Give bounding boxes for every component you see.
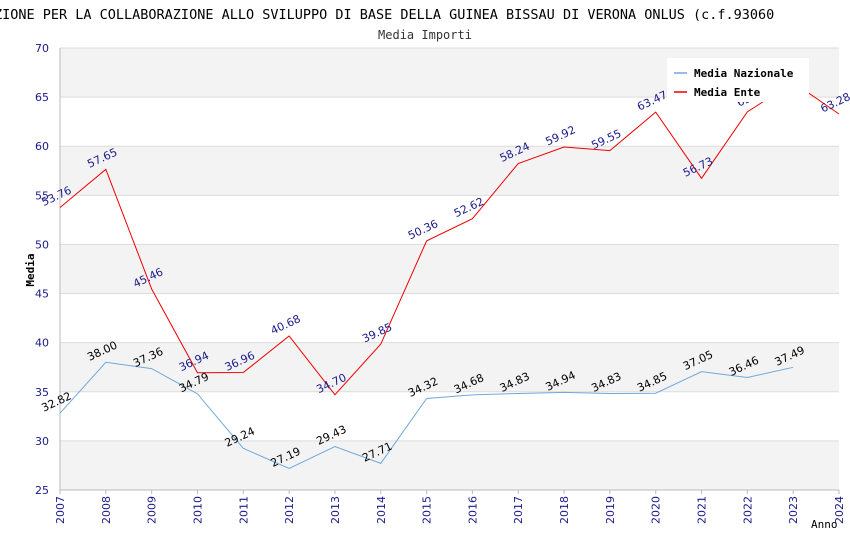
legend-box [667, 58, 809, 102]
x-tick-label: 2018 [558, 496, 571, 524]
x-tick-label: 2009 [146, 496, 159, 524]
x-tick-label: 2013 [329, 496, 342, 524]
chart-subtitle: Media Importi [378, 28, 472, 42]
series-line-media-nazionale [59, 361, 794, 470]
legend-entry-label: Media Ente [694, 86, 761, 99]
x-tick-label: 2007 [54, 496, 67, 524]
y-tick-label: 55 [35, 189, 49, 202]
grid-band [60, 244, 839, 294]
data-label: 53.76 [39, 184, 73, 209]
data-label: 50.36 [406, 217, 440, 242]
y-tick-label: 30 [35, 435, 49, 448]
x-tick-label: 2019 [604, 496, 617, 524]
grid-band [60, 342, 839, 392]
x-tick-label: 2023 [787, 496, 800, 524]
x-axis-title: Anno [811, 518, 838, 531]
y-tick-label: 60 [35, 140, 49, 153]
x-tick-label: 2015 [421, 496, 434, 524]
x-tick-label: 2008 [100, 496, 113, 524]
data-label: 52.62 [452, 195, 486, 220]
grid-band [60, 440, 839, 490]
x-tick-label: 2021 [696, 496, 709, 524]
series-line-media-ente [59, 81, 840, 396]
grid-band [60, 146, 839, 196]
x-tick-label: 2017 [512, 496, 525, 524]
legend-entry-label: Media Nazionale [694, 67, 794, 80]
y-tick-label: 40 [35, 337, 49, 350]
y-tick-label: 25 [35, 484, 49, 497]
data-label: 39.85 [360, 320, 394, 345]
y-tick-label: 65 [35, 91, 49, 104]
y-tick-label: 45 [35, 288, 49, 301]
y-tick-label: 70 [35, 42, 49, 55]
data-label: 40.68 [269, 312, 303, 337]
x-tick-label: 2024 [833, 496, 846, 524]
x-tick-label: 2022 [741, 496, 754, 524]
x-tick-label: 2011 [237, 496, 250, 524]
x-tick-label: 2016 [466, 496, 479, 524]
x-tick-label: 2020 [650, 496, 663, 524]
x-tick-label: 2012 [283, 496, 296, 524]
y-axis-title: Media [24, 253, 37, 286]
x-tick-label: 2014 [375, 496, 388, 524]
chart-title: ZIONE PER LA COLLABORAZIONE ALLO SVILUPP… [0, 7, 774, 23]
data-label: 59.92 [544, 123, 578, 148]
y-tick-label: 35 [35, 386, 49, 399]
x-tick-label: 2010 [191, 496, 204, 524]
y-tick-label: 50 [35, 238, 49, 251]
